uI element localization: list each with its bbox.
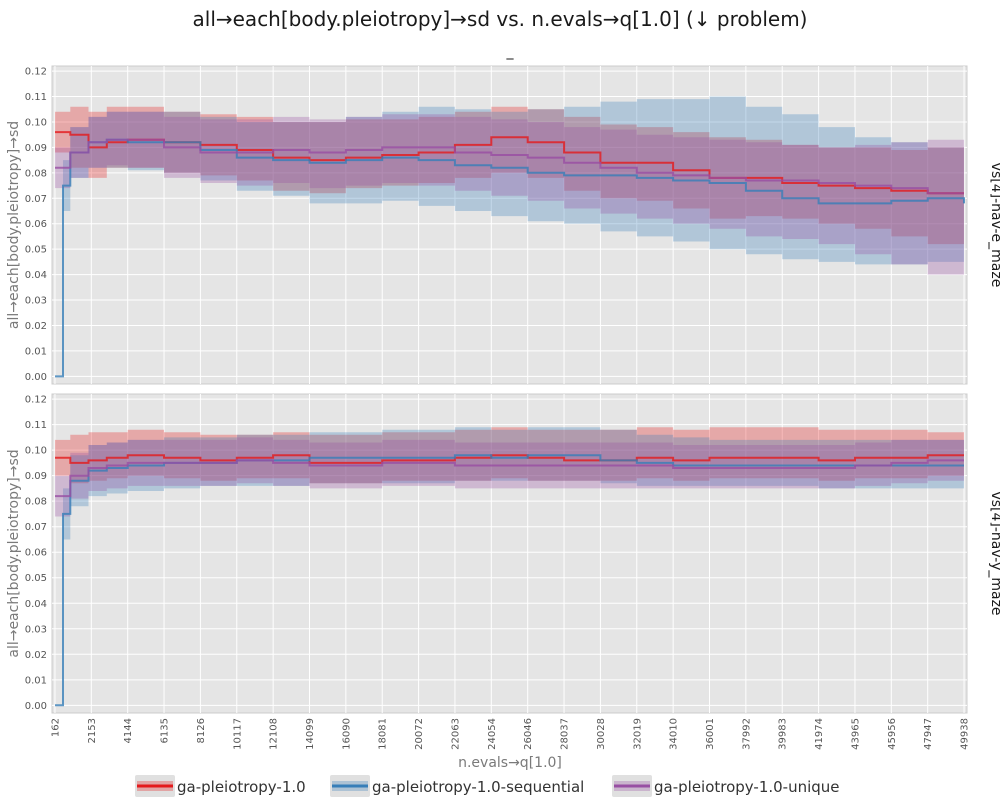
x-tick-label: 10117 (232, 718, 243, 750)
x-tick-label: 28037 (560, 718, 571, 750)
x-tick-label: 16090 (341, 718, 352, 750)
y-tick-label: 0.09 (25, 471, 47, 482)
legend-item: ga-pleiotropy-1.0 (135, 775, 306, 797)
y-tick-label: 0.08 (25, 497, 47, 508)
y-tick-label: 0.02 (25, 650, 47, 661)
x-tick-label: 45956 (887, 718, 898, 750)
y-tick-label: 0.03 (25, 624, 47, 635)
legend-label: ga-pleiotropy-1.0 (177, 778, 306, 796)
facet-label: vs[4]-nav-y_maze (988, 491, 1000, 615)
x-tick-label: 34010 (669, 718, 680, 750)
y-tick-label: 0.00 (25, 372, 47, 383)
y-tick-label: 0.09 (25, 143, 47, 154)
confidence-band (55, 111, 964, 280)
y-tick-label: 0.10 (25, 117, 47, 128)
facet-label: vs[4]-nav-e_maze (988, 163, 1000, 288)
legend-item: ga-pleiotropy-1.0-sequential (330, 775, 584, 797)
x-axis-label: n.evals→q[1.0] (458, 755, 562, 771)
legend-label: ga-pleiotropy-1.0-sequential (372, 778, 584, 796)
x-tick-label: 32019 (632, 718, 643, 750)
series-line (55, 459, 964, 498)
x-tick-label: 41974 (814, 718, 825, 750)
y-tick-label: 0.10 (25, 446, 47, 457)
confidence-band (55, 106, 964, 245)
x-tick-label: 4144 (123, 718, 134, 743)
x-tick-label: 8126 (196, 718, 207, 743)
confidence-band (55, 96, 964, 377)
y-tick-label: 0.05 (25, 573, 47, 584)
y-tick-label: 0.03 (25, 296, 47, 307)
facet-panel: 0.00 0.01 0.02 0.03 0.04 0.05 0.06 0.07 0.08 0.09… (6, 65, 1000, 385)
x-tick-label: 22063 (450, 718, 461, 750)
x-tick-label: 162 (50, 718, 61, 737)
x-tick-label: 6135 (160, 718, 171, 743)
x-tick-label: 49938 (960, 718, 971, 750)
y-tick-label: 0.11 (25, 92, 47, 103)
x-tick-label: 26046 (523, 718, 534, 750)
panel-background (51, 393, 968, 714)
facet-panels: 0.00 0.01 0.02 0.03 0.04 0.05 0.06 0.07 0.08 0.09… (6, 65, 1000, 714)
y-tick-label: 0.05 (25, 245, 47, 256)
chart-subtitle: _ (506, 44, 515, 60)
y-axis-label: all→each[body.pleiotropy]→sd (6, 449, 22, 657)
x-tick-label: 2153 (87, 718, 98, 743)
x-axis-ticks: 162 2153 4144 6135 8126 10117 12108 14099 16090 1… (50, 718, 970, 750)
x-tick-label: 39983 (778, 718, 789, 750)
y-tick-label: 0.12 (25, 67, 47, 78)
x-tick-label: 20072 (414, 718, 425, 750)
y-tick-label: 0.07 (25, 522, 47, 533)
facet-panel: 0.00 0.01 0.02 0.03 0.04 0.05 0.06 0.07 0.08 0.09… (6, 393, 1000, 714)
x-tick-label: 18081 (378, 718, 389, 750)
x-tick-label: 37992 (741, 718, 752, 750)
y-tick-label: 0.08 (25, 168, 47, 179)
x-tick-label: 12108 (269, 718, 280, 750)
x-tick-label: 36001 (705, 718, 716, 750)
series-line (55, 138, 964, 195)
y-tick-label: 0.04 (25, 599, 47, 610)
x-tick-label: 14099 (305, 718, 316, 750)
series-line (55, 454, 964, 707)
legend: ga-pleiotropy-1.0 ga-pleiotropy-1.0-seque… (135, 775, 840, 797)
legend-label: ga-pleiotropy-1.0-unique (654, 778, 840, 796)
y-tick-label: 0.06 (25, 548, 47, 559)
y-tick-label: 0.02 (25, 321, 47, 332)
y-axis-label: all→each[body.pleiotropy]→sd (6, 121, 22, 329)
legend-item: ga-pleiotropy-1.0-unique (612, 775, 840, 797)
x-tick-label: 30028 (596, 718, 607, 750)
x-tick-label: 47947 (923, 718, 934, 750)
y-tick-label: 0.00 (25, 701, 47, 712)
y-tick-label: 0.04 (25, 270, 47, 281)
series-line (55, 454, 964, 464)
y-tick-label: 0.06 (25, 219, 47, 230)
chart-title: all→each[body.pleiotropy]→sd vs. n.evals… (193, 7, 808, 31)
y-tick-label: 0.01 (25, 675, 47, 686)
y-tick-label: 0.11 (25, 420, 47, 431)
y-tick-label: 0.12 (25, 395, 47, 406)
x-tick-label: 24054 (487, 718, 498, 750)
y-tick-label: 0.01 (25, 346, 47, 357)
x-tick-label: 43965 (850, 718, 861, 750)
y-tick-label: 0.07 (25, 194, 47, 205)
panel-background (51, 65, 968, 385)
